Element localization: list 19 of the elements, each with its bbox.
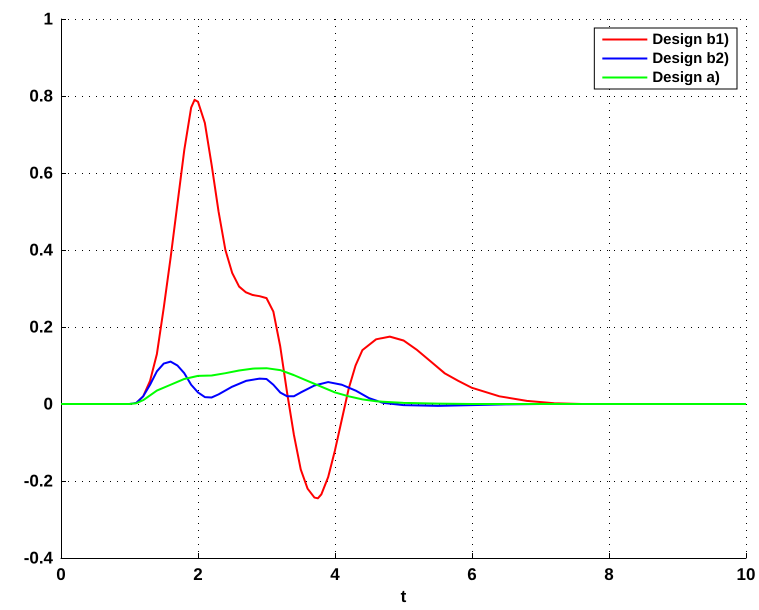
y-tick-label: 1: [44, 10, 53, 28]
y-tick-label: 0: [44, 394, 53, 414]
legend-label: Design b1): [652, 31, 730, 48]
legend-label: Design a): [652, 69, 720, 86]
x-tick-label: 4: [330, 565, 340, 584]
x-tick-label: 10: [736, 565, 756, 584]
y-tick-label: -0.2: [24, 472, 53, 490]
y-tick-label: 0.6: [29, 164, 53, 182]
y-tick-label: 0.4: [29, 240, 54, 260]
x-axis-title: t: [400, 586, 407, 606]
legend-label: Design b2): [652, 50, 730, 67]
line-series: [60, 367, 747, 405]
x-tick-label: 0: [56, 565, 66, 584]
x-tick-label: 6: [467, 565, 477, 584]
x-tick-label: 8: [604, 565, 614, 584]
x-tick-label: 2: [193, 565, 203, 584]
y-tick-label: 0.8: [29, 86, 53, 106]
y-tick-label: 0.2: [29, 318, 53, 336]
y-tick-label: -0.4: [24, 548, 54, 568]
